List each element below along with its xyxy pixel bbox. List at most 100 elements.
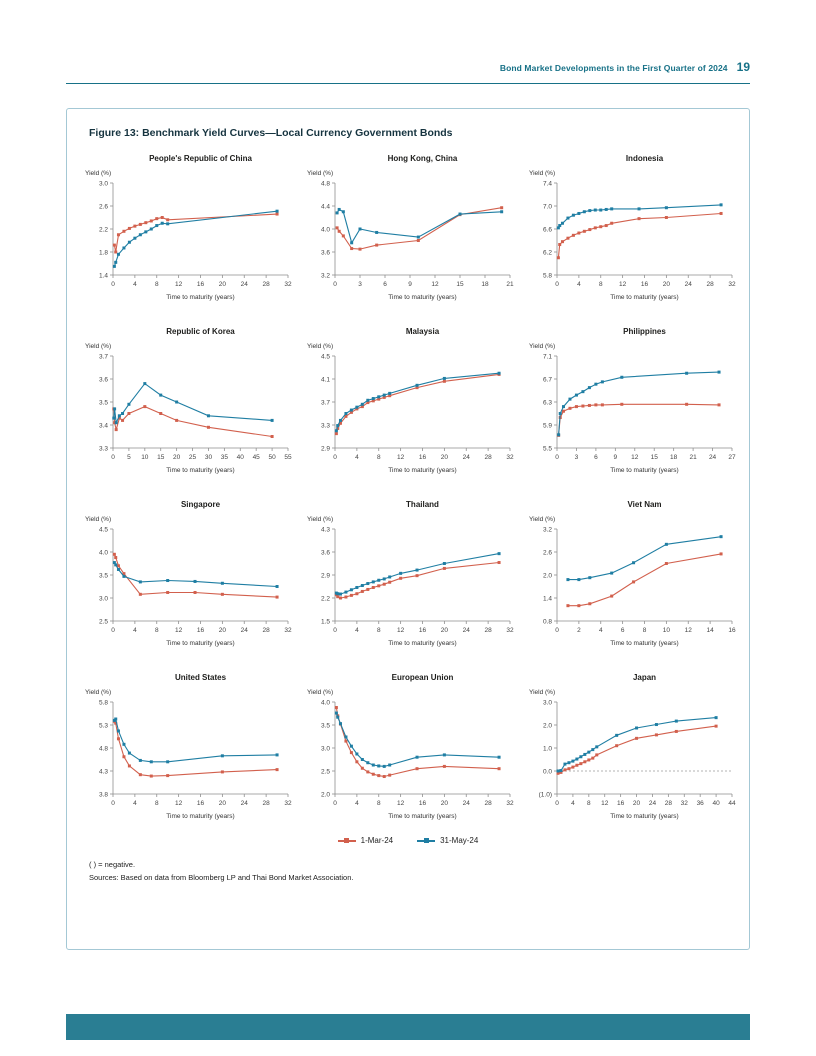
y-tick-label: 7.4 [542, 180, 551, 187]
data-point-marker [382, 393, 386, 397]
data-point-marker [619, 375, 623, 379]
chart-title: Malaysia [405, 327, 439, 336]
data-point-marker [600, 403, 604, 407]
data-point-marker [220, 581, 224, 585]
y-tick-label: 5.8 [98, 699, 107, 706]
legend-label: 31-May-24 [440, 836, 479, 845]
data-point-marker [111, 416, 115, 420]
data-point-marker [578, 755, 582, 759]
x-tick-label: 24 [240, 281, 248, 288]
data-point-marker [442, 562, 446, 565]
data-point-marker [335, 226, 339, 230]
y-tick-label: 3.5 [98, 572, 107, 579]
data-point-marker [376, 584, 380, 588]
data-point-marker [567, 406, 571, 410]
series-line [112, 406, 272, 438]
legend-marker [344, 838, 350, 843]
data-point-marker [582, 752, 586, 756]
y-tick-label: 1.4 [542, 595, 551, 602]
x-tick-label: 32 [728, 281, 736, 288]
x-tick-label: 28 [262, 281, 270, 288]
data-point-marker [598, 225, 602, 229]
chart-legend: 1-Mar-24 31-May-24 [67, 836, 749, 845]
y-tick-label: 5.9 [542, 422, 551, 429]
data-point-marker [387, 391, 391, 395]
data-point-marker [275, 585, 279, 588]
data-point-marker [113, 721, 117, 725]
data-point-marker [387, 575, 391, 579]
data-point-marker [565, 216, 569, 220]
data-point-marker [565, 236, 569, 240]
x-tick-label: 6 [594, 454, 598, 461]
data-point-marker [416, 239, 420, 242]
data-point-marker [570, 759, 574, 763]
chart-indonesia: Indonesia Yield (%) 5.8 6.2 6.6 7.0 7.4 0 4 8 12 16… [521, 149, 740, 307]
data-point-marker [619, 402, 623, 406]
x-tick-label: 16 [418, 800, 426, 807]
x-tick-label: 0 [333, 627, 337, 634]
x-tick-label: 32 [506, 627, 514, 634]
data-point-marker [154, 224, 158, 228]
data-point-marker [334, 429, 338, 433]
data-point-marker [664, 542, 668, 546]
x-axis-label: Time to maturity (years) [610, 813, 678, 820]
data-point-marker [335, 592, 339, 596]
data-point-marker [580, 404, 584, 408]
x-tick-label: 16 [196, 281, 204, 288]
data-point-marker [571, 233, 575, 237]
series-line [113, 720, 277, 777]
y-axis-label: Yield (%) [85, 343, 111, 350]
data-point-marker [587, 386, 591, 390]
data-point-marker [275, 753, 279, 757]
data-point-marker [590, 756, 594, 760]
data-point-marker [582, 229, 586, 233]
chart-singapore: Singapore Yield (%) 2.5 3.0 3.5 4.0 4.5 0 4 8 12 16… [77, 495, 296, 653]
y-tick-label: 3.3 [320, 422, 329, 429]
data-point-marker [576, 211, 580, 215]
data-point-marker [343, 414, 347, 418]
data-point-marker [270, 435, 274, 438]
chart-canvas-viet-nam: Viet Nam Yield (%) 0.8 1.4 2.0 2.6 3.2 0 2 4 6 8 10 1… [529, 500, 736, 647]
data-point-marker [193, 579, 197, 583]
data-point-marker [415, 574, 419, 578]
series-line [557, 717, 716, 772]
x-tick-label: 4 [598, 627, 602, 634]
x-tick-label: 16 [196, 627, 204, 634]
data-point-marker [193, 590, 197, 594]
data-point-marker [354, 760, 358, 764]
series-31-may-24 [565, 535, 723, 582]
data-point-marker [609, 221, 613, 225]
series-line [557, 725, 716, 774]
data-point-marker [371, 772, 375, 776]
data-point-marker [442, 753, 446, 757]
series-line [113, 213, 277, 253]
data-point-marker [117, 416, 121, 420]
chart-title: Thailand [406, 500, 439, 509]
y-tick-label: 6.2 [542, 249, 551, 256]
chart-title: People's Republic of China [149, 154, 252, 163]
data-point-marker [343, 412, 347, 415]
series-1-mar-24 [555, 724, 718, 775]
data-point-marker [360, 405, 364, 409]
y-tick-label: 4.8 [98, 745, 107, 752]
data-point-marker [561, 405, 565, 409]
data-point-marker [149, 774, 153, 778]
legend-item-31-may-24: 31-May-24 [417, 836, 478, 845]
y-tick-label: 3.6 [98, 376, 107, 383]
data-point-marker [499, 206, 503, 210]
data-point-marker [165, 579, 169, 583]
y-tick-label: 3.2 [320, 272, 329, 279]
data-point-marker [121, 572, 125, 576]
data-point-marker [637, 207, 641, 211]
x-tick-label: 12 [397, 454, 405, 461]
series-line [557, 371, 719, 435]
y-tick-label: 3.8 [98, 791, 107, 798]
x-axis-label: Time to maturity (years) [166, 467, 234, 474]
data-point-marker [719, 211, 723, 215]
x-tick-label: 20 [662, 281, 670, 288]
data-point-marker [354, 405, 358, 409]
y-tick-label: 4.1 [320, 376, 329, 383]
x-tick-label: 12 [684, 627, 692, 634]
data-point-marker [132, 236, 136, 240]
y-tick-label: 3.0 [98, 180, 107, 187]
